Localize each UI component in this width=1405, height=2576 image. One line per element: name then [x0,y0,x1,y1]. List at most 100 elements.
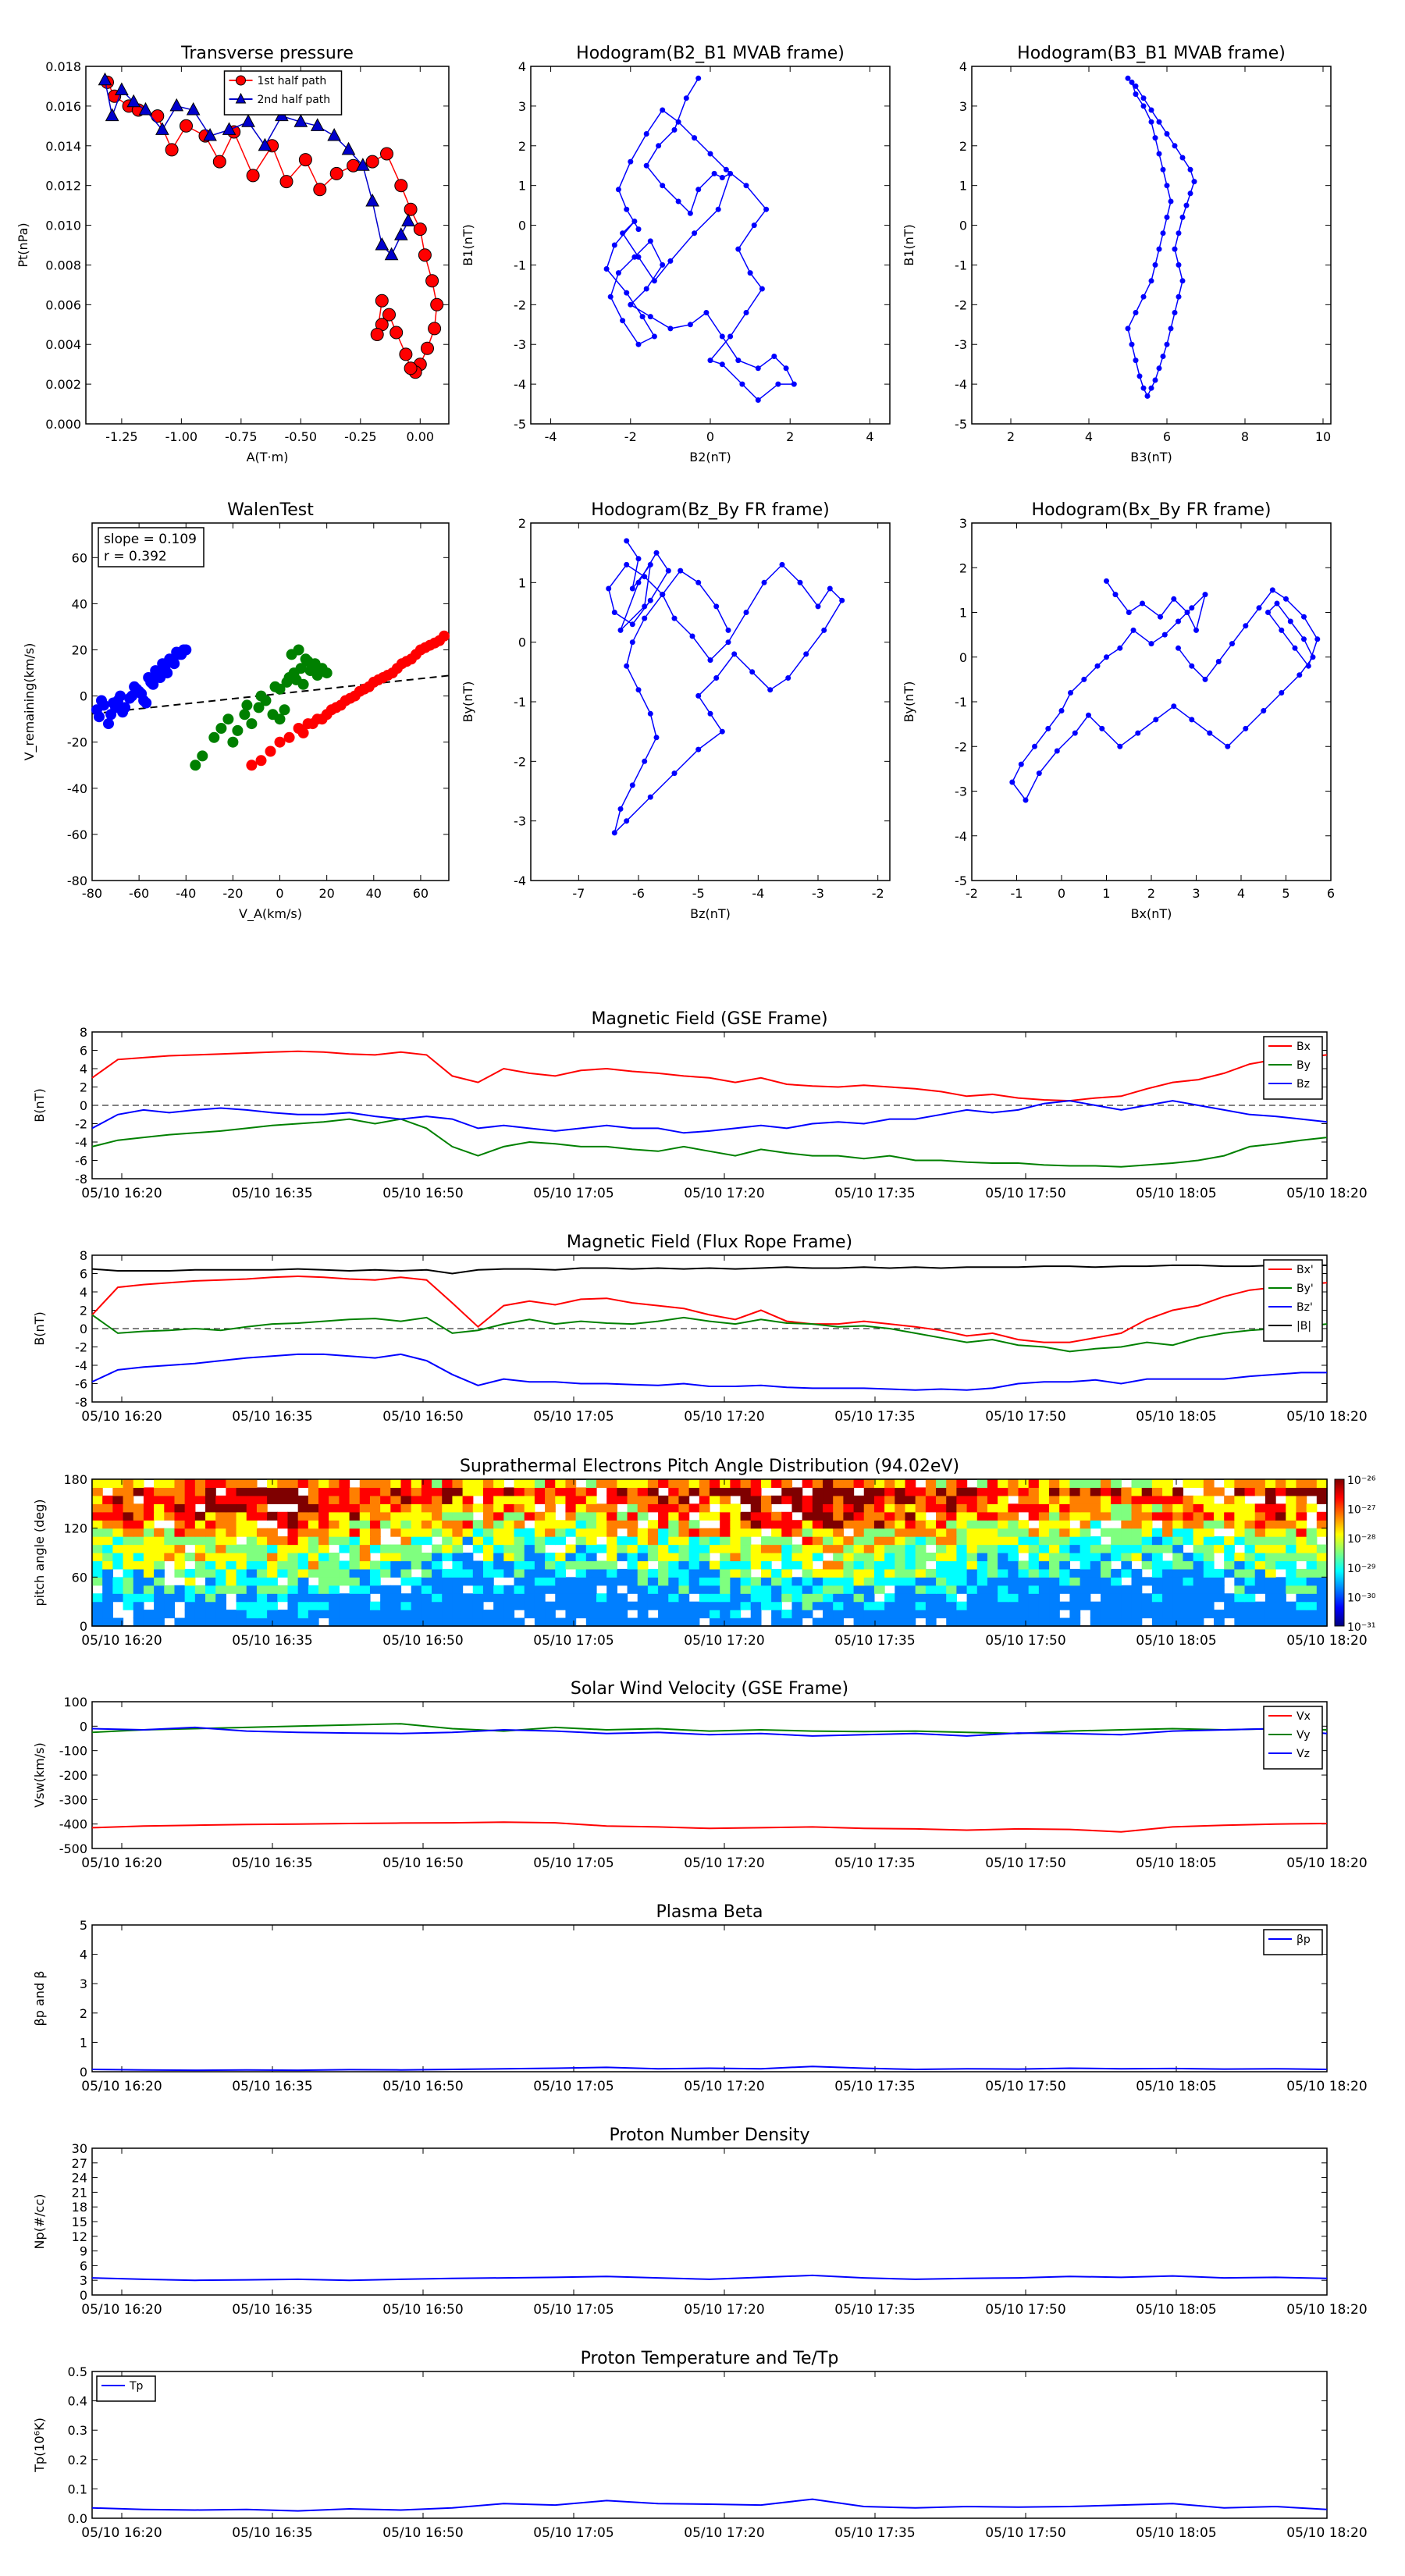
heatmap-cell [1131,1585,1143,1594]
data-point [615,270,621,276]
heatmap-cell [452,1585,464,1594]
heatmap-cell [987,1479,998,1489]
heatmap-cell [802,1479,813,1489]
heatmap-cell [760,1536,772,1546]
y-tick-label: -5 [955,873,967,888]
heatmap-cell [884,1610,895,1619]
heatmap-cell [102,1536,113,1546]
heatmap-cell [823,1528,834,1537]
heatmap-cell [1203,1601,1215,1610]
heatmap-cell [236,1593,247,1603]
heatmap-cell [1151,1617,1163,1627]
heatmap-cell [1131,1553,1143,1562]
heatmap-cell [514,1601,525,1610]
heatmap-cell [658,1577,669,1586]
heatmap-cell [658,1544,669,1553]
heatmap-cell [884,1536,895,1546]
heatmap-cell [617,1520,628,1529]
heatmap-cell [936,1544,947,1553]
x-tick-label: 05/10 17:20 [684,1633,764,1649]
heatmap-cell [658,1479,669,1489]
heatmap-cell [565,1495,577,1504]
x-tick-label: -6 [632,886,645,901]
heatmap-cell [781,1568,793,1578]
heatmap-cell [329,1553,340,1562]
heatmap-cell [545,1560,556,1570]
heatmap-cell [946,1610,957,1619]
data-point [642,615,648,621]
heatmap-cell [215,1536,226,1546]
heatmap-cell [1183,1520,1194,1529]
data-point [683,95,689,101]
heatmap-cell [432,1544,443,1553]
heatmap-cell [1203,1520,1215,1529]
heatmap-cell [1131,1520,1143,1529]
heatmap-cell [1090,1568,1101,1578]
data-point [1243,623,1249,629]
heatmap-cell [1049,1528,1060,1537]
heatmap-cell [1213,1610,1225,1619]
heatmap-cell [297,1601,309,1610]
heatmap-cell [1028,1593,1040,1603]
data-point [329,166,343,180]
heatmap-cell [1018,1593,1030,1603]
heatmap-cell [884,1617,895,1627]
data-point [739,381,745,387]
heatmap-cell [791,1560,803,1570]
heatmap-cell [390,1610,402,1619]
heatmap-cell [863,1511,875,1521]
heatmap-cell [1131,1610,1143,1619]
heatmap-cell [1286,1617,1297,1627]
heatmap-cell [287,1479,299,1489]
heatmap-cell [349,1568,361,1578]
data-point [1104,654,1109,660]
heatmap-cell [318,1487,329,1496]
colorbar [1334,1478,1345,1627]
heatmap-cell [184,1487,196,1496]
heatmap-cell [637,1503,649,1513]
fit-line [91,674,450,715]
heatmap-cell [318,1544,329,1553]
data-point [775,381,781,387]
data-point [1187,166,1193,173]
y-tick-label: 1 [959,606,967,621]
data-point [687,210,693,216]
x-tick-label: 05/10 18:20 [1286,2302,1367,2318]
plot-frame [91,2147,1328,2296]
data-point [222,122,237,135]
heatmap-cell [1286,1503,1297,1513]
data-point [1292,645,1298,651]
heatmap-cell [823,1495,834,1504]
heatmap-cell [1244,1520,1256,1529]
x-tick-label: 05/10 17:50 [985,1409,1065,1425]
heatmap-cell [1151,1568,1163,1578]
y-tick-label: -4 [514,873,526,888]
heatmap-cell [998,1577,1008,1586]
data-point [394,179,408,193]
data-point [1176,618,1181,624]
heatmap-cell [710,1585,720,1594]
y-tick-label: 3 [959,99,967,114]
heatmap-cell [1183,1577,1194,1586]
y-tick-label: -1 [514,695,526,710]
heatmap-cell [575,1520,587,1529]
x-tick-label: 0.00 [406,429,434,444]
heatmap-cell [421,1503,432,1513]
data-point [293,114,308,127]
heatmap-cell [585,1520,597,1529]
heatmap-cell [966,1568,978,1578]
heatmap-cell [678,1617,690,1627]
data-point [1156,119,1162,125]
heatmap-cell [710,1593,720,1603]
x-tick-label: 05/10 17:35 [834,1409,915,1425]
heatmap-cell [802,1536,813,1546]
scatter-point [321,667,333,679]
data-point [743,610,749,615]
heatmap-cell [976,1560,988,1570]
heatmap-cell [102,1544,113,1553]
heatmap-cell [1296,1585,1307,1594]
heatmap-cell [895,1560,906,1570]
heatmap-cell [133,1503,144,1513]
heatmap-cell [1193,1495,1204,1504]
heatmap-cell [1111,1601,1122,1610]
